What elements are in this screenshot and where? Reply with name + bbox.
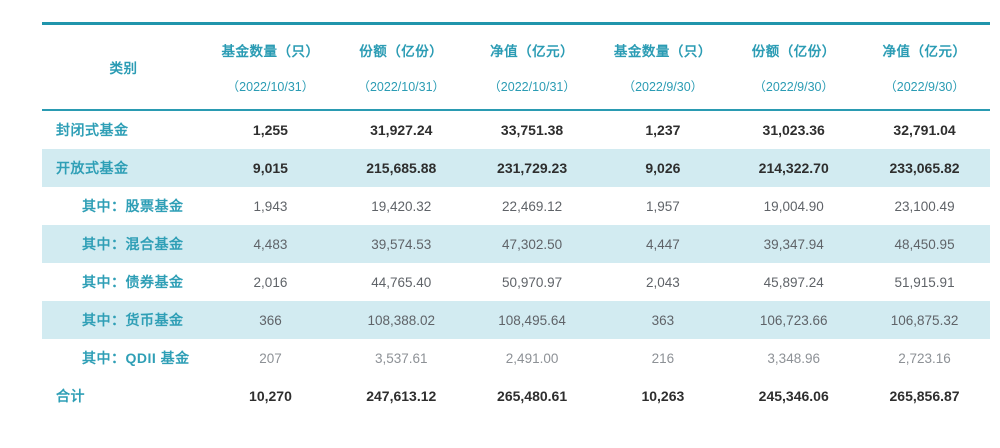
value-cell: 39,347.94 (763, 236, 824, 252)
value-cell: 9,015 (252, 160, 288, 176)
value-cell: 10,263 (641, 388, 685, 404)
value-cell: 33,751.38 (500, 122, 564, 138)
column-date: （2022/9/30） (884, 79, 965, 94)
value-cell: 4,483 (253, 236, 288, 252)
value-cell: 245,346.06 (758, 388, 829, 404)
value-cell: 19,004.90 (763, 198, 824, 214)
category-cell: 其中：股票基金 (82, 198, 184, 214)
category-cell: 合计 (56, 388, 85, 404)
column-date: （2022/10/31） (488, 79, 576, 94)
value-cell: 265,856.87 (889, 388, 960, 404)
value-cell: 108,495.64 (498, 312, 566, 328)
column-header-count-sep: 基金数量（只） （2022/9/30） (597, 23, 729, 111)
table-row-open-end-funds: 开放式基金 9,015 215,685.88 231,729.23 9,026 … (42, 149, 990, 187)
value-cell: 39,574.53 (371, 236, 432, 252)
value-cell: 1,943 (253, 198, 288, 214)
table-row-money-market-funds: 其中：货币基金 366 108,388.02 108,495.64 363 10… (42, 301, 990, 339)
value-cell: 2,723.16 (898, 350, 951, 366)
value-cell: 366 (259, 312, 282, 328)
column-label: 份额（亿份） (751, 43, 836, 59)
value-cell: 31,927.24 (370, 122, 433, 138)
table-row-total: 合计 10,270 247,613.12 265,480.61 10,263 2… (42, 377, 990, 415)
value-cell: 22,469.12 (502, 198, 563, 214)
column-header-nav-sep: 净值（亿元） （2022/9/30） (859, 23, 990, 111)
value-cell: 31,023.36 (762, 122, 825, 138)
category-cell: 其中：QDII 基金 (82, 350, 190, 366)
column-label: 份额（亿份） (359, 43, 444, 59)
value-cell: 214,322.70 (758, 160, 829, 176)
value-cell: 3,537.61 (374, 350, 428, 366)
value-cell: 2,491.00 (505, 350, 559, 366)
column-date: （2022/10/31） (357, 79, 446, 94)
table-body: 封闭式基金 1,255 31,927.24 33,751.38 1,237 31… (42, 110, 990, 415)
value-cell: 2,043 (645, 274, 680, 290)
value-cell: 233,065.82 (889, 160, 960, 176)
value-cell: 1,237 (645, 122, 681, 138)
column-date: （2022/9/30） (622, 79, 704, 94)
value-cell: 32,791.04 (893, 122, 956, 138)
fund-table-container: 类别 基金数量（只） （2022/10/31） 份额（亿份） （2022/10/… (42, 22, 990, 415)
column-header-count-oct: 基金数量（只） （2022/10/31） (205, 23, 336, 111)
table-row-qdii-funds: 其中：QDII 基金 207 3,537.61 2,491.00 216 3,3… (42, 339, 990, 377)
table-row-closed-end-funds: 封闭式基金 1,255 31,927.24 33,751.38 1,237 31… (42, 110, 990, 149)
column-label: 基金数量（只） (613, 43, 712, 59)
category-cell: 其中：债券基金 (82, 274, 184, 290)
column-label: 净值（亿元） (882, 43, 967, 59)
column-header-shares-oct: 份额（亿份） （2022/10/31） (335, 23, 467, 111)
value-cell: 9,026 (645, 160, 681, 176)
value-cell: 216 (651, 350, 675, 366)
value-cell: 23,100.49 (894, 198, 955, 214)
value-cell: 106,875.32 (890, 312, 959, 328)
value-cell: 265,480.61 (497, 388, 568, 404)
value-cell: 231,729.23 (497, 160, 568, 176)
value-cell: 47,302.50 (502, 236, 563, 252)
table-row-bond-funds: 其中：债券基金 2,016 44,765.40 50,970.97 2,043 … (42, 263, 990, 301)
column-header-shares-sep: 份额（亿份） （2022/9/30） (728, 23, 860, 111)
value-cell: 45,897.24 (763, 274, 824, 290)
column-label: 净值（亿元） (490, 43, 575, 59)
value-cell: 10,270 (249, 388, 292, 404)
value-cell: 247,613.12 (366, 388, 437, 404)
category-cell: 开放式基金 (56, 160, 129, 176)
value-cell: 44,765.40 (371, 274, 432, 290)
value-cell: 50,970.97 (502, 274, 563, 290)
value-cell: 48,450.95 (894, 236, 955, 252)
fund-statistics-table: 类别 基金数量（只） （2022/10/31） 份额（亿份） （2022/10/… (42, 22, 990, 415)
value-cell: 4,447 (645, 236, 680, 252)
column-label: 基金数量（只） (221, 43, 320, 59)
table-row-hybrid-funds: 其中：混合基金 4,483 39,574.53 47,302.50 4,447 … (42, 225, 990, 263)
category-cell: 其中：混合基金 (82, 236, 184, 252)
value-cell: 108,388.02 (367, 312, 436, 328)
category-cell: 其中：货币基金 (82, 312, 184, 328)
column-header-category: 类别 (42, 23, 206, 111)
value-cell: 1,255 (252, 122, 288, 138)
value-cell: 207 (259, 350, 282, 366)
value-cell: 51,915.91 (894, 274, 955, 290)
value-cell: 2,016 (253, 274, 288, 290)
value-cell: 363 (651, 312, 675, 328)
value-cell: 1,957 (645, 198, 680, 214)
value-cell: 106,723.66 (759, 312, 828, 328)
column-date: （2022/10/31） (226, 79, 315, 94)
value-cell: 3,348.96 (767, 350, 820, 366)
column-label: 类别 (109, 61, 138, 76)
column-header-nav-oct: 净值（亿元） （2022/10/31） (466, 23, 598, 111)
value-cell: 215,685.88 (366, 160, 437, 176)
header-row: 类别 基金数量（只） （2022/10/31） 份额（亿份） （2022/10/… (42, 23, 990, 111)
column-date: （2022/9/30） (753, 79, 834, 94)
value-cell: 19,420.32 (371, 198, 432, 214)
table-header: 类别 基金数量（只） （2022/10/31） 份额（亿份） （2022/10/… (42, 23, 990, 111)
category-cell: 封闭式基金 (56, 122, 129, 138)
table-row-equity-funds: 其中：股票基金 1,943 19,420.32 22,469.12 1,957 … (42, 187, 990, 225)
